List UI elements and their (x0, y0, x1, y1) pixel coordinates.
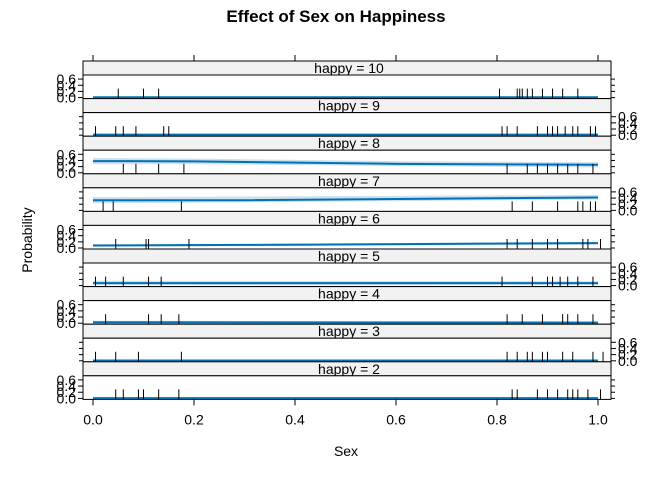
chart-title: Effect of Sex on Happiness (226, 7, 446, 26)
panel-frame (82, 74, 612, 100)
y-tick-label: 0.6 (57, 71, 77, 87)
x-tick-label: 1.0 (588, 411, 608, 427)
y-tick-label: 0.2 (618, 196, 638, 212)
y-tick-label: 0.6 (57, 146, 77, 162)
y-tick-label: 0.0 (618, 353, 638, 369)
panel-strip-label: happy = 5 (318, 248, 380, 264)
y-tick-label: 0.6 (57, 297, 77, 313)
panel-strip-label: happy = 6 (318, 210, 380, 226)
y-tick-label: 0.4 (57, 228, 77, 244)
y-tick-label: 0.0 (618, 127, 638, 143)
x-tick-label: 0.0 (83, 411, 103, 427)
panel-frame (82, 112, 612, 137)
y-tick-label: 0.4 (618, 265, 638, 281)
panel-strip-label: happy = 4 (318, 286, 380, 302)
x-tick-label: 0.4 (285, 411, 305, 427)
y-tick-label: 0.2 (57, 159, 77, 175)
y-tick-label: 0.0 (57, 90, 77, 106)
y-tick-label: 0.0 (618, 202, 638, 218)
y-tick-label: 0.2 (618, 271, 638, 287)
y-tick-label: 0.4 (618, 115, 638, 131)
y-tick-label: 0.4 (57, 77, 77, 93)
y-tick-label: 0.4 (57, 303, 77, 319)
y-tick-label: 0.2 (57, 384, 77, 400)
y-tick-label: 0.4 (57, 378, 77, 394)
fitted-line (92, 160, 599, 166)
y-tick-label: 0.6 (57, 221, 77, 237)
fitted-line (93, 196, 599, 202)
panel-strip-label: happy = 7 (318, 173, 380, 189)
panel-strip-label: happy = 8 (318, 135, 380, 151)
y-tick-label: 0.6 (618, 259, 638, 275)
panel-frame (82, 337, 612, 363)
y-tick-label: 0.4 (618, 340, 638, 356)
y-tick-label: 0.2 (618, 347, 638, 363)
y-tick-label: 0.0 (57, 390, 77, 406)
y-tick-label: 0.2 (57, 234, 77, 250)
y-tick-label: 0.2 (57, 83, 77, 99)
x-tick-label: 0.8 (487, 411, 507, 427)
fitted-line (92, 242, 599, 247)
y-tick-label: 0.0 (57, 165, 77, 181)
y-tick-label: 0.4 (57, 152, 77, 168)
y-tick-label: 0.4 (618, 190, 638, 206)
panel-frame (82, 300, 612, 325)
y-tick-label: 0.2 (57, 309, 77, 325)
y-tick-label: 0.6 (618, 109, 638, 125)
panel-strip-label: happy = 10 (314, 60, 384, 76)
y-tick-label: 0.0 (57, 240, 77, 256)
y-tick-label: 0.6 (57, 372, 77, 388)
y-tick-label: 0.0 (618, 278, 638, 294)
y-tick-label: 0.6 (618, 184, 638, 200)
panel-strip-label: happy = 2 (318, 361, 380, 377)
y-tick-label: 0.0 (57, 315, 77, 331)
panel-frame (82, 375, 612, 400)
x-axis-label: Sex (333, 443, 359, 459)
y-tick-label: 0.6 (618, 334, 638, 350)
panel-strip-label: happy = 3 (318, 323, 380, 339)
y-tick-label: 0.2 (618, 121, 638, 137)
panel-strip-label: happy = 9 (318, 98, 380, 114)
x-tick-label: 0.2 (184, 411, 204, 427)
x-tick-label: 0.6 (386, 411, 406, 427)
